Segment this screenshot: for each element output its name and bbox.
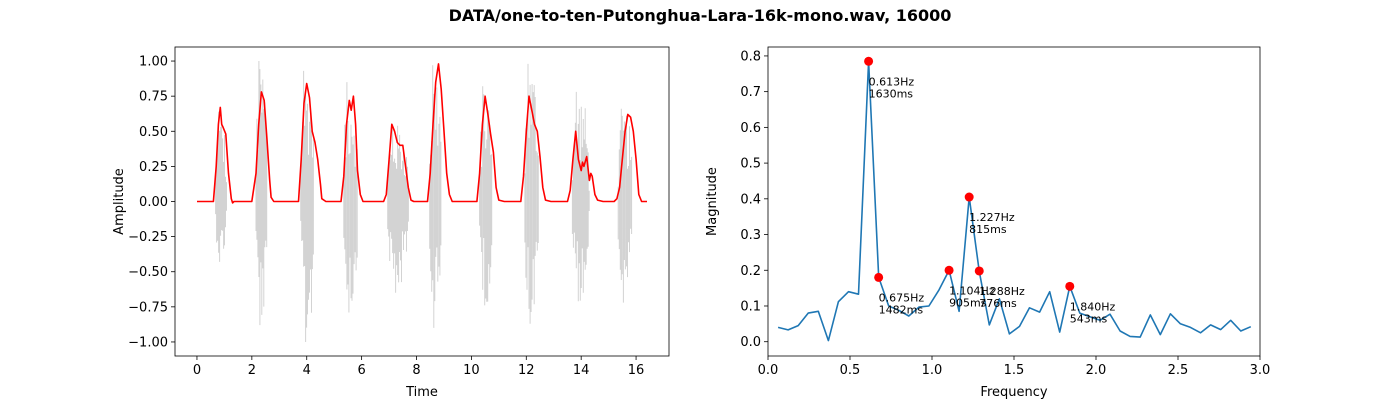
x-tick-label: 2	[248, 363, 256, 378]
y-tick-label: 0.50	[139, 125, 168, 140]
y-tick-label: 0.75	[139, 90, 168, 105]
peak-marker	[964, 192, 974, 202]
axes-frame	[767, 46, 1261, 357]
x-axis-label: Frequency	[980, 385, 1047, 400]
y-tick-label: 1.00	[139, 55, 168, 70]
waveform-segment	[255, 61, 268, 326]
x-tick-label: 10	[463, 363, 480, 378]
peak-frequency-label: 1.104Hz	[949, 284, 995, 297]
peak-period-label: 776ms	[979, 297, 1017, 310]
y-axis-label: Amplitude	[112, 168, 127, 235]
y-tick-label: −0.25	[128, 230, 168, 245]
y-tick-label: 0.3	[740, 228, 761, 243]
x-tick-label: 12	[518, 363, 535, 378]
x-tick-label: 0.5	[840, 363, 861, 378]
x-tick-label: 6	[357, 363, 365, 378]
y-tick-label: −0.75	[128, 300, 168, 315]
peak-frequency-label: 0.675Hz	[879, 291, 925, 304]
x-tick-label: 8	[412, 363, 420, 378]
peak-period-label: 905ms	[949, 296, 987, 309]
y-tick-label: −1.00	[128, 335, 168, 350]
peak-period-label: 1630ms	[869, 87, 914, 100]
peak-marker	[944, 265, 954, 275]
x-tick-label: 4	[303, 363, 311, 378]
peak-period-label: 543ms	[1070, 312, 1108, 325]
envelope-line	[197, 63, 647, 204]
peak-frequency-label: 1.288Hz	[979, 285, 1025, 298]
x-tick-label: 14	[573, 363, 590, 378]
peak-period-label: 815ms	[969, 223, 1007, 236]
y-tick-label: 0.8	[740, 49, 761, 64]
y-tick-label: 0.6	[740, 121, 761, 136]
waveform-segment	[479, 86, 493, 306]
peak-marker	[1065, 281, 1075, 291]
x-tick-label: 2.0	[1086, 363, 1107, 378]
x-tick-label: 16	[628, 363, 645, 378]
frequency-spectrum-plot: 0.0 0.5 1.0 1.5 2.0 2.5 3.0 0.0 0.1 0.2 0.3 0.4 0.5 0…	[705, 46, 1271, 400]
waveform-segment	[387, 124, 409, 293]
spectrum-line	[777, 60, 1252, 342]
axes-frame	[174, 46, 670, 357]
y-tick-label: 0.2	[740, 264, 761, 279]
y-tick-label: 0.4	[740, 192, 761, 207]
waveform-segment	[617, 108, 633, 303]
x-tick-label: 0	[193, 363, 201, 378]
waveform-segment	[524, 63, 539, 324]
peak-frequency-label: 1.840Hz	[1070, 300, 1116, 313]
peak-period-label: 1482ms	[879, 303, 924, 316]
waveform-segment	[215, 111, 227, 262]
y-tick-label: 0.7	[740, 85, 761, 100]
waveform-segment	[343, 82, 358, 313]
peak-frequency-label: 0.613Hz	[869, 75, 915, 88]
peak-marker	[864, 56, 874, 66]
x-axis-label: Time	[405, 385, 438, 400]
y-tick-label: 0.00	[139, 195, 168, 210]
time-domain-plot: 0 2 4 6 8 10 12 14 16 −1.00 −0.75 −0.50 −0.25 0.00 0.2…	[112, 46, 670, 400]
x-tick-label: 0.0	[758, 363, 779, 378]
peak-marker	[974, 266, 984, 276]
waveform-segment	[300, 70, 314, 342]
waveform-segment	[571, 91, 590, 302]
x-tick-label: 3.0	[1250, 363, 1271, 378]
x-tick-label: 1.0	[922, 363, 943, 378]
x-tick-label: 1.5	[1004, 363, 1025, 378]
waveform-segment	[429, 65, 442, 328]
y-tick-label: 0.5	[740, 157, 761, 172]
figure-title: DATA/one-to-ten-Putonghua-Lara-16k-mono.…	[448, 6, 952, 25]
peak-marker	[874, 272, 884, 282]
y-axis-label: Magnitude	[705, 167, 720, 236]
x-tick-label: 2.5	[1168, 363, 1189, 378]
y-tick-label: 0.25	[139, 160, 168, 175]
y-tick-label: −0.50	[128, 265, 168, 280]
y-tick-label: 0.1	[740, 299, 761, 314]
peak-frequency-label: 1.227Hz	[969, 211, 1015, 224]
y-tick-label: 0.0	[740, 335, 761, 350]
